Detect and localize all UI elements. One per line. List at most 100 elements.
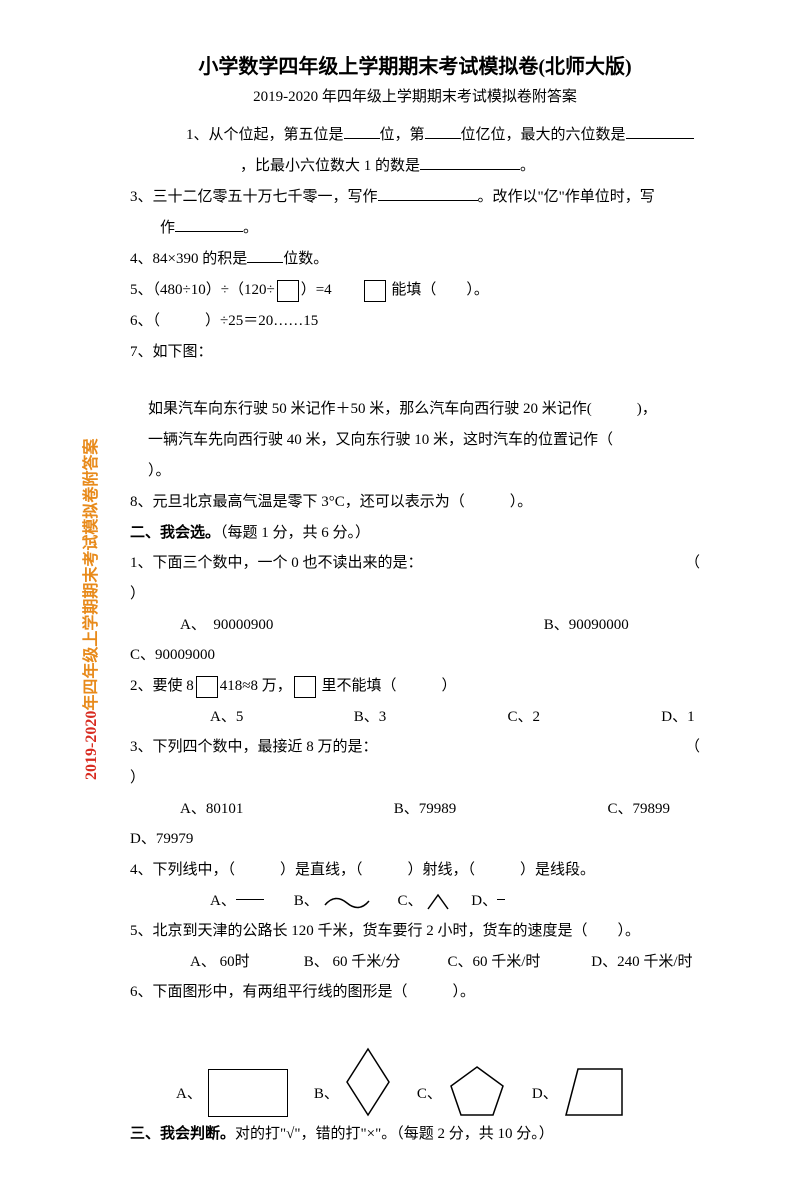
- s2q4-B: B、: [294, 886, 394, 916]
- s2q6-shapes: A、 B、 C、 D、: [130, 1047, 700, 1117]
- s2q2: 2、要使 8 418≈8 万， 里不能填（ ）: [130, 671, 700, 701]
- q3-a: 3、三十二亿零五十万七千零一，写作: [130, 189, 378, 205]
- wave-icon: [323, 893, 371, 911]
- q8: 8、元旦北京最高气温是零下 3°C，还可以表示为（ ）。: [130, 487, 700, 517]
- s2q2-opts: A、5 B、3 C、2 D、1: [130, 702, 700, 732]
- sec2-head-rest: （每题 1 分，共 6 分。）: [220, 525, 370, 541]
- s2q3-C: C、79899: [608, 794, 671, 824]
- s2q5-C: C、60 千米/时: [448, 947, 588, 977]
- s2q6: 6、下面图形中，有两组平行线的图形是（ ）。: [130, 977, 700, 1007]
- s2q3-A: A、80101: [180, 794, 390, 824]
- q7-l2: 一辆汽车先向西行驶 40 米，又向东行驶 10 米，这时汽车的位置记作（: [130, 425, 700, 455]
- q1-t5: 。: [520, 158, 535, 174]
- lbl: D、: [471, 886, 497, 916]
- s2q6-A: A、: [176, 1082, 202, 1103]
- q7-l3: ）。: [130, 456, 700, 486]
- q1-t1: 1、从个位起，第五位是: [186, 127, 344, 143]
- sec2-head-bold: 二、我会选。: [130, 525, 220, 541]
- s2q5-D: D、240 千米/时: [591, 947, 692, 977]
- q3-c: 作: [160, 220, 175, 236]
- q7-l1: 如果汽车向东行驶 50 米记作＋50 米，那么汽车向西行驶 20 米记作( )，: [130, 394, 700, 424]
- q3-line2: 作。: [130, 213, 700, 243]
- s2q2-c: 里不能填（ ）: [318, 678, 457, 694]
- paren-open: （: [685, 548, 700, 578]
- lbl: B、: [294, 886, 319, 916]
- pentagon-icon: [448, 1065, 506, 1117]
- s2q2-b: 418≈8 万，: [220, 678, 292, 694]
- paren-open: （: [685, 732, 700, 762]
- segment-icon: [497, 899, 505, 913]
- blank: [378, 187, 478, 201]
- s2q5-A: A、 60时: [190, 947, 300, 977]
- q3-b: 。改作以"亿"作单位时，写: [478, 189, 655, 205]
- paren-close: ）: [130, 770, 145, 786]
- blank: [344, 125, 380, 139]
- q1-t3: 位亿位，最大的六位数是: [461, 127, 626, 143]
- s2q2-a: 2、要使 8: [130, 678, 194, 694]
- s2q4-D: D、: [471, 886, 505, 916]
- sec3-head: 三、我会判断。对的打"√"，错的打"×"。（每题 2 分，共 10 分。）: [130, 1119, 700, 1149]
- q1-line2: ，比最小六位数大 1 的数是。: [130, 151, 700, 181]
- q1-t2: 位，第: [380, 127, 425, 143]
- q3-d: 。: [243, 220, 258, 236]
- blank: [420, 156, 520, 170]
- q5-c: 能填（ ）。: [388, 282, 489, 298]
- s2q1-opts: A、 90000900 B、90090000: [130, 610, 700, 640]
- s2q1-close: ）: [130, 579, 700, 609]
- q1-line1: 1、从个位起，第五位是 位，第 位亿位，最大的六位数是: [130, 120, 700, 150]
- doc-title: 小学数学四年级上学期期末考试模拟卷(北师大版): [130, 50, 700, 79]
- s2q4-opts: A、 B、 C、 D、: [130, 886, 700, 916]
- s2q6-B: B、: [314, 1082, 339, 1103]
- s2q3-D: D、79979: [130, 824, 700, 854]
- s2q1-A: A、 90000900: [180, 610, 540, 640]
- q4-a: 4、84×390 的积是: [130, 251, 247, 267]
- s2q3: 3、下列四个数中，最接近 8 万的是： （: [130, 732, 700, 762]
- q7-head: 7、如下图：: [130, 337, 700, 367]
- diamond-icon: [345, 1047, 391, 1117]
- paren-close: ）: [130, 586, 145, 602]
- s2q6-C: C、: [417, 1082, 442, 1103]
- box-icon: [277, 280, 299, 302]
- sec3-head-bold: 三、我会判断。: [130, 1126, 235, 1142]
- s2q1-B: B、90090000: [544, 610, 629, 640]
- box-icon: [294, 676, 316, 698]
- sec2-head: 二、我会选。（每题 1 分，共 6 分。）: [130, 518, 700, 548]
- q3-line1: 3、三十二亿零五十万七千零一，写作 。改作以"亿"作单位时，写: [130, 182, 700, 212]
- s2q1-C: C、90009000: [130, 640, 700, 670]
- s2q1-text: 1、下面三个数中，一个 0 也不读出来的是：: [130, 555, 423, 571]
- s2q3-close: ）: [130, 763, 700, 793]
- q5: 5、（480÷10）÷（120÷ ）=4 能填（ ）。: [130, 275, 700, 305]
- rectangle-icon: [208, 1069, 288, 1117]
- s2q3-B: B、79989: [394, 794, 604, 824]
- s2q5-opts: A、 60时 B、 60 千米/分 C、60 千米/时 D、240 千米/时: [130, 947, 700, 977]
- s2q5-B: B、 60 千米/分: [304, 947, 444, 977]
- doc-subtitle: 2019-2020 年四年级上学期期末考试模拟卷附答案: [130, 85, 700, 106]
- s2q1: 1、下面三个数中，一个 0 也不读出来的是： （: [130, 548, 700, 578]
- q7-figure-space: [130, 368, 700, 394]
- q6: 6、（ ）÷25＝20……15: [130, 306, 700, 336]
- blank: [247, 249, 283, 263]
- s2q2-B: B、3: [354, 702, 504, 732]
- s2q2-D: D、1: [661, 702, 694, 732]
- q4-b: 位数。: [283, 251, 328, 267]
- s2q4-A: A、: [210, 886, 290, 916]
- blank: [626, 125, 694, 139]
- s2q4: 4、下列线中，（ ）是直线，（ ）射线，（ ）是线段。: [130, 855, 700, 885]
- sec3-head-rest: 对的打"√"，错的打"×"。（每题 2 分，共 10 分。）: [235, 1126, 554, 1142]
- blank: [175, 218, 243, 232]
- s2q2-C: C、2: [508, 702, 658, 732]
- q5-a: 5、（480÷10）÷（120÷: [130, 282, 275, 298]
- blank: [425, 125, 461, 139]
- s2q4-C: C、: [398, 886, 468, 916]
- box-icon: [196, 676, 218, 698]
- s2q3-opts: A、80101 B、79989 C、79899: [130, 794, 700, 824]
- line-icon: [236, 899, 264, 913]
- s2q2-A: A、5: [210, 702, 350, 732]
- q4: 4、84×390 的积是 位数。: [130, 244, 700, 274]
- q5-b: ）=4: [301, 282, 362, 298]
- lbl: A、: [210, 886, 236, 916]
- box-icon: [364, 280, 386, 302]
- s2q5: 5、北京到天津的公路长 120 千米，货车要行 2 小时，货车的速度是（ ）。: [130, 916, 700, 946]
- s2q6-D: D、: [532, 1082, 558, 1103]
- angle-icon: [426, 893, 450, 911]
